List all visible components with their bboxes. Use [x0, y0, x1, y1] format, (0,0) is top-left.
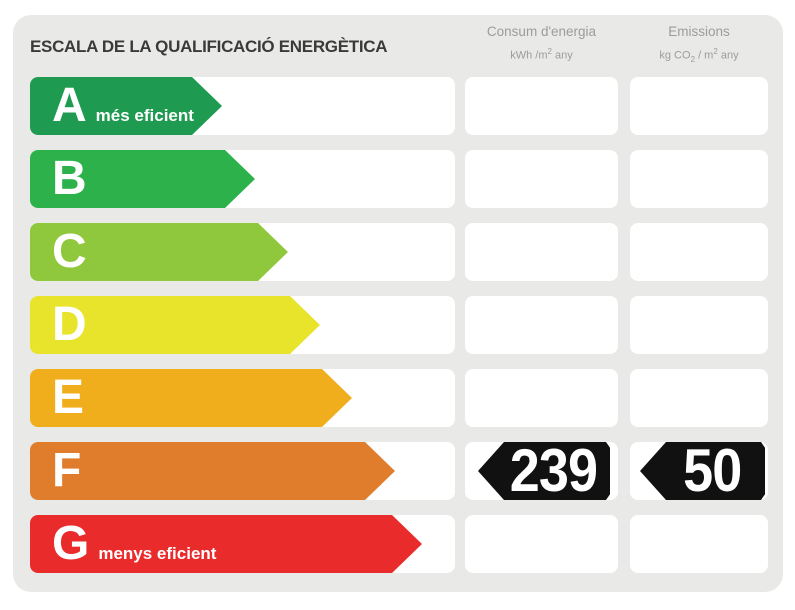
rating-grade-letter: A — [52, 79, 87, 132]
rating-arrow-f: F — [30, 442, 395, 500]
consum-cell-c — [465, 223, 618, 281]
rating-grade-letter: G — [52, 517, 90, 570]
emissions-cell-g — [630, 515, 768, 573]
emissions-cell-c — [630, 223, 768, 281]
consum-cell-e — [465, 369, 618, 427]
rating-arrow-b: B — [30, 150, 255, 208]
rating-grade-letter: D — [52, 298, 87, 351]
rating-arrow-e: E — [30, 369, 352, 427]
emissions-cell-e — [630, 369, 768, 427]
emissions-cell-a — [630, 77, 768, 135]
emissions-column-label: Emissions — [668, 24, 730, 39]
rating-grade-letter: E — [52, 371, 85, 424]
consum-column-unit: kWh /m2 any — [510, 47, 573, 62]
rating-row-b: B — [30, 150, 768, 208]
rating-row-d: D — [30, 296, 768, 354]
consum-value: 239 — [510, 437, 598, 504]
emissions-cell-d — [630, 296, 768, 354]
energy-scale-panel: ESCALA DE LA QUALIFICACIÓ ENERGÈTICA Con… — [13, 15, 783, 592]
rating-row-c: C — [30, 223, 768, 281]
consum-cell-a — [465, 77, 618, 135]
rating-grade-letter: C — [52, 225, 87, 278]
rating-grade-letter: F — [52, 444, 82, 497]
consum-cell-d — [465, 296, 618, 354]
emissions-value: 50 — [683, 437, 742, 504]
rating-grade-letter: B — [52, 152, 87, 205]
consum-value-tag: 239 — [478, 442, 610, 500]
rating-note: més eficient — [95, 106, 194, 125]
emissions-column-header: Emissions kg CO2 / m2 any — [630, 24, 768, 66]
consum-cell-b — [465, 150, 618, 208]
panel-title: ESCALA DE LA QUALIFICACIÓ ENERGÈTICA — [30, 37, 388, 56]
emissions-cell-b — [630, 150, 768, 208]
emissions-column-unit: kg CO2 / m2 any — [659, 47, 739, 64]
consum-column-label: Consum d'energia — [486, 24, 597, 39]
rating-note: menys eficient — [98, 544, 217, 563]
rating-row-e: E — [30, 369, 768, 427]
rating-arrow-c: C — [30, 223, 288, 281]
consum-cell-g — [465, 515, 618, 573]
rating-arrow-d: D — [30, 296, 320, 354]
emissions-value-tag: 50 — [640, 442, 765, 500]
consum-column-header: Consum d'energia kWh /m2 any — [465, 24, 618, 63]
